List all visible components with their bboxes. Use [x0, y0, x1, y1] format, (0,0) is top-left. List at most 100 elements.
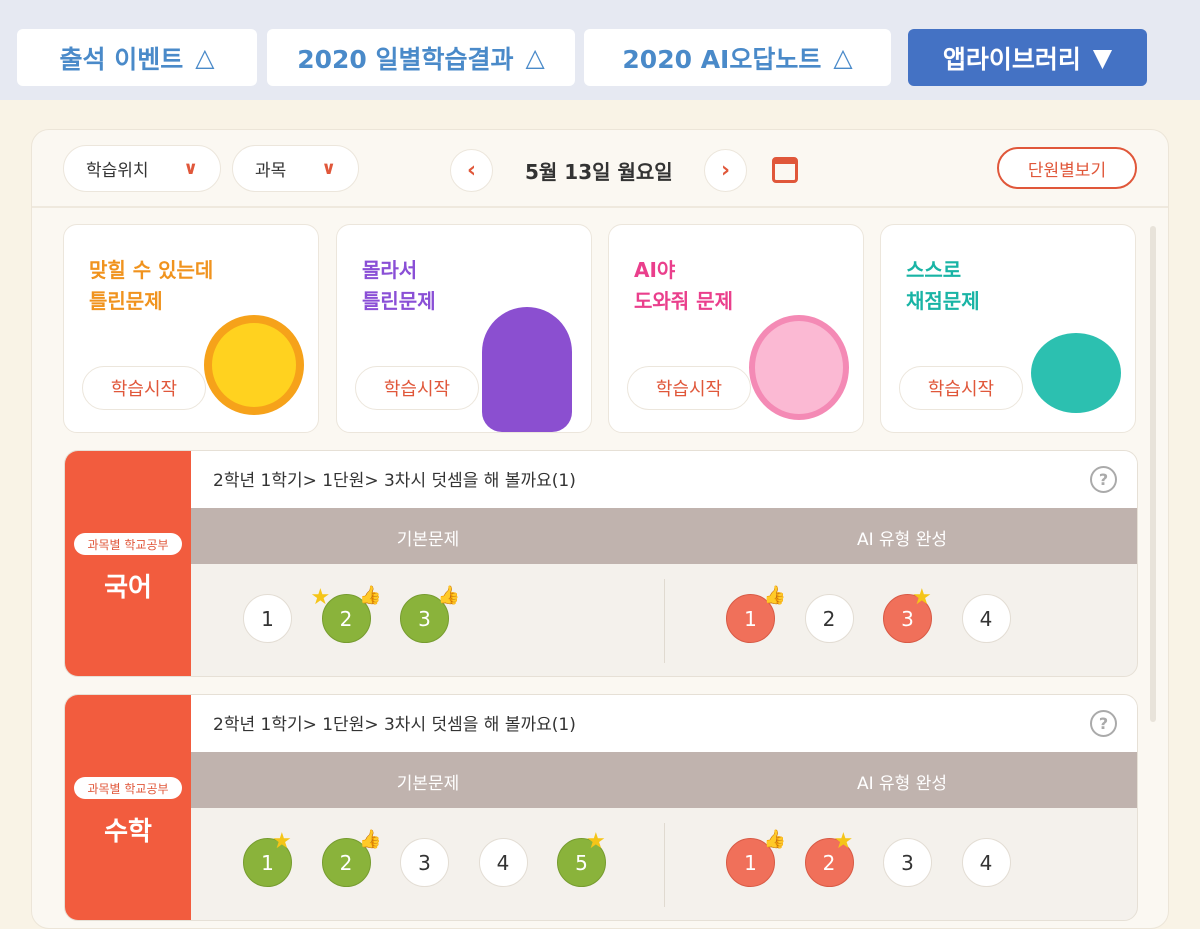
- question-wrong[interactable]: 2 ★: [804, 829, 854, 887]
- thumbs-up-icon: 👍: [763, 585, 786, 606]
- subject-tag: 과목별 학교공부: [74, 533, 182, 555]
- question-wrong[interactable]: 3 ★: [883, 585, 932, 643]
- card-title-line: 맞힐 수 있는데: [89, 258, 214, 282]
- teal-character-illustration: [1031, 333, 1121, 413]
- select-value: 과목: [255, 161, 287, 181]
- tab-attendance-event[interactable]: 출석 이벤트 △: [17, 29, 257, 86]
- study-panel: 학습위치 ∨ 과목 ∨ ‹ 5월 13일 월요일 › 단원별보기 맞힐 수 있는데 틀…: [31, 129, 1169, 929]
- section-header: 기본문제 AI 유형 완성: [191, 508, 1137, 564]
- purple-character-illustration: [482, 307, 572, 432]
- start-study-button[interactable]: 학습시작: [82, 366, 206, 410]
- triangle-down-icon: ▼: [1092, 43, 1113, 72]
- question-number: 1: [744, 606, 757, 631]
- thumbs-up-icon: 👍: [437, 585, 460, 606]
- tab-label: 2020 AI오답노트: [622, 44, 822, 74]
- subject-name: 국어: [104, 573, 152, 603]
- card-title-line: 틀린문제: [362, 289, 436, 313]
- lesson-path-text: 2학년 1학기> 1단원> 3차시 덧셈을 해 볼까요(1): [213, 715, 576, 735]
- card-careless-mistakes[interactable]: 맞힐 수 있는데 틀린문제 학습시작: [63, 224, 319, 433]
- start-study-button[interactable]: 학습시작: [355, 366, 479, 410]
- thumbs-up-icon: 👍: [763, 829, 786, 850]
- triangle-up-icon: △: [195, 43, 215, 72]
- help-icon[interactable]: ?: [1090, 710, 1117, 737]
- pink-bunny-illustration: [749, 315, 849, 420]
- question-none[interactable]: 3: [883, 838, 932, 887]
- card-title-line: 도와줘 문제: [634, 289, 733, 313]
- question-number: 3: [901, 850, 914, 875]
- star-icon: ★: [310, 585, 331, 610]
- question-correct[interactable]: 3 👍: [400, 585, 460, 643]
- question-number: 3: [418, 850, 431, 875]
- card-title-line: 채점문제: [906, 289, 980, 313]
- question-number: 1: [744, 850, 757, 875]
- question-number: 3: [418, 606, 431, 631]
- tab-ai-wrong-note[interactable]: 2020 AI오답노트 △: [584, 29, 891, 86]
- star-icon: ★: [833, 829, 854, 854]
- location-select[interactable]: 학습위치 ∨: [63, 145, 221, 192]
- card-title-line: 몰라서: [362, 258, 418, 282]
- top-nav: 출석 이벤트 △ 2020 일별학습결과 △ 2020 AI오답노트 △ 앱라이브러리…: [0, 0, 1200, 100]
- scrollbar[interactable]: [1150, 226, 1156, 722]
- card-title: 맞힐 수 있는데 틀린문제: [89, 255, 213, 317]
- ai-label: AI 유형 완성: [856, 774, 947, 794]
- chevron-down-icon: ∨: [321, 158, 336, 179]
- select-value: 학습위치: [86, 161, 149, 181]
- question-wrong[interactable]: 1 👍: [726, 829, 786, 887]
- question-correct[interactable]: 1 ★: [243, 829, 292, 887]
- triangle-up-icon: △: [525, 43, 545, 72]
- question-wrong[interactable]: 1 👍: [726, 585, 786, 643]
- chevron-down-icon: ∨: [183, 158, 198, 179]
- question-none[interactable]: 1: [243, 594, 292, 643]
- question-correct[interactable]: 2 ★ 👍: [311, 585, 382, 643]
- tab-label: 출석 이벤트: [59, 44, 184, 74]
- start-study-button[interactable]: 학습시작: [899, 366, 1023, 410]
- next-date-button[interactable]: ›: [704, 149, 747, 192]
- prev-date-button[interactable]: ‹: [450, 149, 493, 192]
- lesson-path: 2학년 1학기> 1단원> 3차시 덧셈을 해 볼까요(1)?: [191, 695, 1137, 752]
- card-title-line: 스스로: [906, 258, 962, 282]
- start-study-button[interactable]: 학습시작: [627, 366, 751, 410]
- question-number: 4: [496, 850, 510, 875]
- calendar-icon[interactable]: [772, 157, 798, 183]
- tab-daily-results[interactable]: 2020 일별학습결과 △: [267, 29, 575, 86]
- unit-view-button[interactable]: 단원별보기: [997, 147, 1137, 189]
- star-icon: ★: [586, 829, 606, 854]
- section-header: 기본문제 AI 유형 완성: [191, 752, 1137, 808]
- yellow-character-illustration: [204, 315, 304, 415]
- question-none[interactable]: 4: [961, 838, 1011, 887]
- question-none[interactable]: 3: [400, 838, 449, 887]
- question-none[interactable]: 2: [804, 594, 854, 643]
- thumbs-up-icon: 👍: [359, 585, 382, 606]
- tab-app-library[interactable]: 앱라이브러리 ▼: [908, 29, 1147, 86]
- question-correct[interactable]: 2 👍: [321, 829, 382, 887]
- divider: [664, 579, 665, 663]
- lesson-path-text: 2학년 1학기> 1단원> 3차시 덧셈을 해 볼까요(1): [213, 471, 576, 491]
- question-number: 3: [901, 606, 914, 631]
- subject-select[interactable]: 과목 ∨: [232, 145, 359, 192]
- basic-label: 기본문제: [396, 530, 460, 550]
- question-none[interactable]: 4: [478, 838, 528, 887]
- card-ai-help[interactable]: AI야 도와줘 문제 학습시작: [608, 224, 864, 433]
- question-number: 2: [822, 606, 836, 631]
- question-correct[interactable]: 5 ★: [557, 829, 606, 887]
- current-date: 5월 13일 월요일: [525, 160, 673, 184]
- question-none[interactable]: 4: [961, 594, 1011, 643]
- subject-tag: 과목별 학교공부: [74, 777, 182, 799]
- basic-label: 기본문제: [396, 774, 460, 794]
- question-number: 5: [575, 850, 588, 875]
- tab-label: 앱라이브러리: [942, 44, 1081, 74]
- tab-label: 2020 일별학습결과: [297, 44, 514, 74]
- question-number: 1: [261, 850, 274, 875]
- ai-label: AI 유형 완성: [856, 530, 947, 550]
- help-icon[interactable]: ?: [1090, 466, 1117, 493]
- star-icon: ★: [912, 585, 932, 610]
- question-number: 2: [339, 850, 353, 875]
- subject-name: 수학: [104, 817, 152, 847]
- card-title: AI야 도와줘 문제: [634, 255, 733, 317]
